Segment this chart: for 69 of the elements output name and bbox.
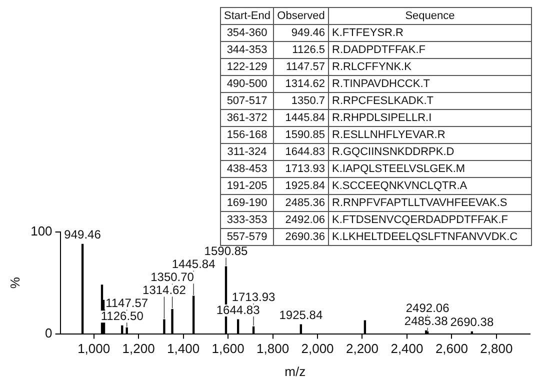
text: 344-353 <box>220 42 274 58</box>
x-tick-label: 1,600 <box>212 341 244 356</box>
text: K.IAPQLSTEELVSLGEK.M <box>328 160 532 178</box>
x-tick-label: 2,600 <box>435 341 468 356</box>
text: 438-453 <box>220 160 274 178</box>
annotation: 557-579 <box>220 228 274 246</box>
text: 1445.84 <box>274 110 328 126</box>
text: 949.46 <box>274 24 328 42</box>
x-tick-label: 2,800 <box>480 341 513 356</box>
x-tick-label: 2,000 <box>301 341 334 356</box>
y-tick-label: 100 <box>30 224 52 239</box>
annotation: 1126.50 <box>100 308 144 323</box>
annotation: 949.46 <box>64 228 102 242</box>
text: Start-End <box>220 8 274 24</box>
text: 191-205 <box>220 178 274 194</box>
text: 122-129 <box>220 58 274 76</box>
annotation: 1445.84 <box>172 256 216 271</box>
text: R.ESLLNHFLYEVAR.R <box>328 126 532 144</box>
annotation: 2485.38 <box>404 314 448 328</box>
annotation: 1644.83 <box>216 302 260 317</box>
text: 1126.5 <box>274 42 328 58</box>
annotation: 2492.06 <box>406 301 450 316</box>
text: 507-517 <box>220 92 274 110</box>
annotation: 1713.93 <box>232 290 276 304</box>
text: R.RLCFFYNK.K <box>328 58 532 76</box>
x-axis-title: m/z <box>284 364 306 379</box>
annotation: 1147.57 <box>106 296 148 310</box>
text: 1350.7 <box>274 92 328 110</box>
text: 354-360 <box>220 24 274 42</box>
text: 1713.93 <box>274 160 328 178</box>
text: R.RHPDLSIPELLR.I <box>328 110 532 126</box>
text: 2492.06 <box>274 212 328 228</box>
text: R.GQCIINSNKDDRPK.D <box>328 144 532 160</box>
annotation: 1314.62 <box>142 282 186 297</box>
x-tick-label: 1,000 <box>78 341 110 356</box>
x-tick-label: 2,400 <box>390 341 424 356</box>
text: 1925.84 <box>274 178 328 194</box>
text: 1314.62 <box>274 76 328 92</box>
text: 361-372 <box>220 110 274 126</box>
annotation: K.LKHELTDEELQSLFTNFANVVDK.C <box>328 228 532 246</box>
x-tick-label: 1,200 <box>122 341 155 356</box>
x-tick-label: 2,200 <box>346 341 379 356</box>
x-tick-label: 1,400 <box>167 341 200 356</box>
text: 1644.83 <box>274 144 328 160</box>
text: 311-324 <box>220 144 274 160</box>
annotation: 1350.70 <box>150 270 194 284</box>
x-tick-label: 1,800 <box>256 341 290 356</box>
text: R.RPCFESLKADK.T <box>328 92 532 110</box>
text: 1590.85 <box>274 126 328 144</box>
text: 169-190 <box>220 194 274 212</box>
text: K.FTDSENVCQERDADPDTFFAK.F <box>328 212 532 228</box>
annotation: 2690.36 <box>274 228 328 246</box>
text: 333-353 <box>220 212 274 228</box>
annotation: 2690.38 <box>450 315 494 330</box>
annotation: 1590.85 <box>204 244 248 258</box>
text: 490-500 <box>220 76 274 92</box>
text: 156-168 <box>220 126 274 144</box>
text: K.SCCEEQNKVNCLQTR.A <box>328 178 532 194</box>
y-tick-label: 0 <box>45 325 52 340</box>
text: K.FTFEYSR.R <box>328 24 532 42</box>
text: R.RNPFVFAPTLLTVAVHFEEVAK.S <box>328 194 532 212</box>
y-axis-title: % <box>7 276 22 289</box>
text: R.TINPAVDHCCK.T <box>328 76 532 92</box>
text: 2485.36 <box>274 194 328 212</box>
annotation: 1925.84 <box>279 308 323 322</box>
text: R.DADPDTFFAK.F <box>328 42 532 58</box>
text: Observed <box>274 8 328 24</box>
text: 1147.57 <box>274 58 328 76</box>
text: Sequence <box>328 8 532 24</box>
